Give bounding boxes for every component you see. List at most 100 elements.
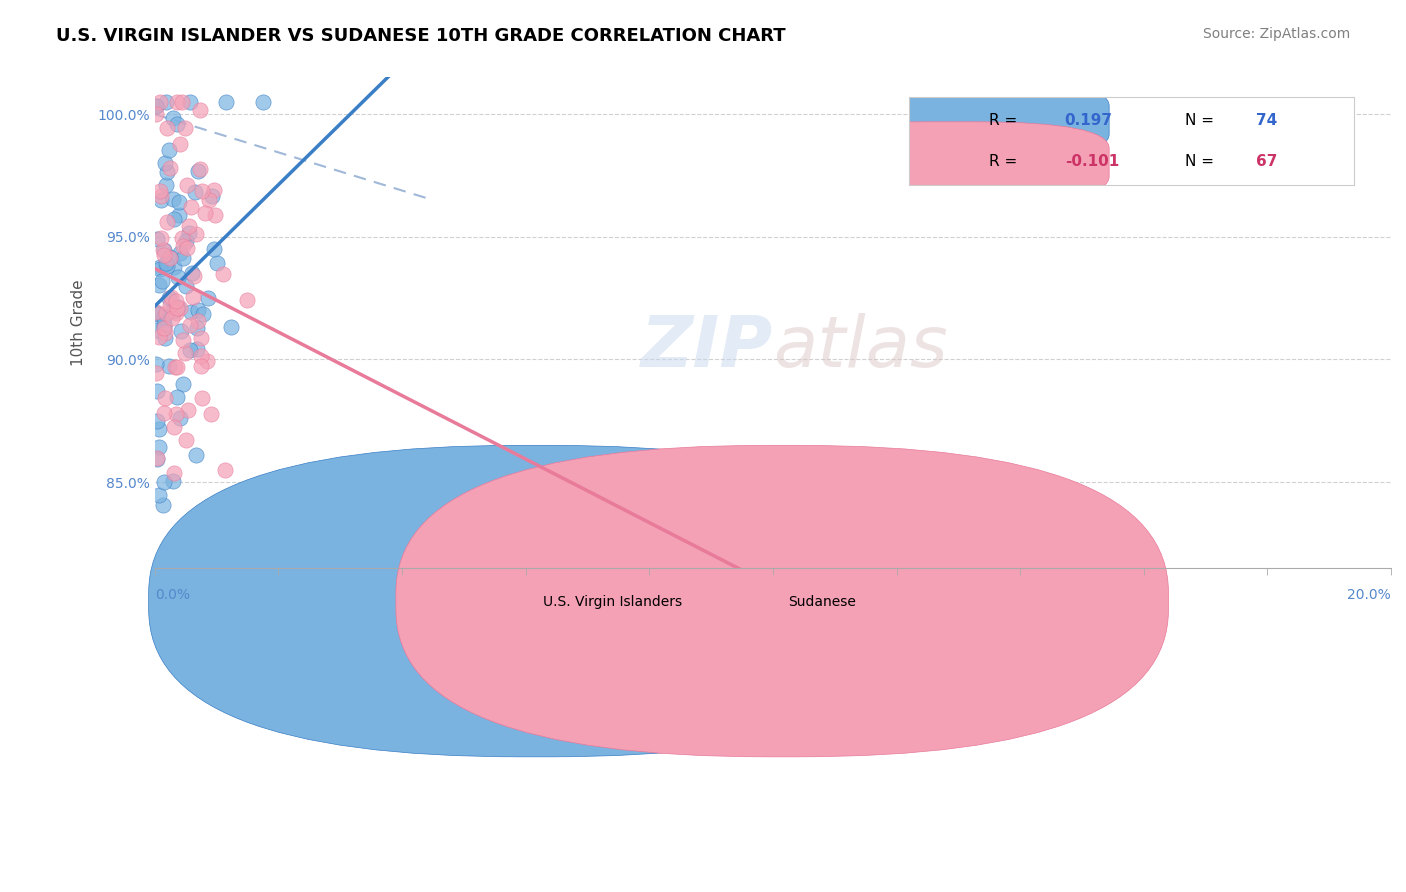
Point — [166, 301, 188, 315]
Point — [176, 279, 198, 293]
Point — [149, 184, 172, 198]
Point — [187, 164, 209, 178]
Point — [159, 298, 181, 312]
Point — [194, 205, 217, 219]
Point — [152, 498, 174, 512]
Point — [162, 112, 184, 126]
FancyBboxPatch shape — [396, 445, 1168, 756]
Point — [252, 95, 274, 109]
Point — [186, 321, 208, 335]
Point — [174, 433, 197, 447]
Point — [145, 357, 167, 371]
Point — [202, 242, 225, 256]
Point — [176, 241, 198, 255]
Text: Sudanese: Sudanese — [789, 595, 856, 609]
Point — [157, 291, 180, 305]
Point — [169, 246, 191, 260]
Point — [190, 359, 212, 373]
Point — [166, 95, 188, 109]
Point — [187, 314, 209, 328]
Point — [198, 194, 221, 208]
Point — [156, 215, 179, 229]
Point — [191, 184, 214, 198]
Point — [173, 120, 195, 135]
Point — [184, 227, 207, 242]
Point — [183, 269, 205, 284]
Point — [155, 178, 177, 193]
Point — [153, 321, 176, 335]
Point — [163, 211, 186, 226]
Point — [212, 268, 235, 282]
Point — [153, 317, 176, 331]
Point — [163, 419, 186, 434]
Point — [153, 331, 176, 345]
Point — [184, 185, 207, 199]
Text: 0.0%: 0.0% — [155, 588, 190, 601]
Point — [170, 324, 193, 338]
Point — [156, 260, 179, 274]
Point — [165, 306, 187, 320]
Point — [159, 161, 181, 175]
Point — [152, 319, 174, 334]
Point — [190, 349, 212, 363]
Point — [146, 452, 169, 467]
Point — [166, 360, 188, 375]
Point — [236, 293, 259, 307]
Point — [167, 300, 190, 314]
Point — [155, 306, 177, 320]
Point — [169, 410, 191, 425]
Point — [153, 310, 176, 325]
Point — [152, 243, 174, 257]
Text: Source: ZipAtlas.com: Source: ZipAtlas.com — [1202, 27, 1350, 41]
Point — [191, 391, 214, 405]
Point — [177, 226, 200, 240]
Point — [172, 377, 194, 392]
Point — [150, 194, 173, 208]
Point — [188, 162, 211, 177]
Text: U.S. VIRGIN ISLANDER VS SUDANESE 10TH GRADE CORRELATION CHART: U.S. VIRGIN ISLANDER VS SUDANESE 10TH GR… — [56, 27, 786, 45]
Point — [153, 406, 176, 420]
Point — [163, 260, 186, 274]
Point — [200, 407, 222, 421]
Point — [145, 99, 167, 113]
Point — [145, 305, 167, 319]
Point — [172, 333, 194, 347]
Point — [145, 323, 167, 337]
Point — [148, 488, 170, 502]
Point — [145, 99, 167, 113]
Point — [174, 235, 197, 249]
Point — [172, 239, 194, 253]
Point — [145, 106, 167, 120]
Point — [163, 304, 186, 318]
Point — [159, 250, 181, 264]
Point — [201, 188, 224, 202]
Point — [145, 306, 167, 320]
Point — [157, 143, 180, 157]
Point — [197, 292, 219, 306]
Point — [172, 252, 194, 266]
Point — [148, 277, 170, 292]
Point — [149, 260, 172, 275]
Point — [167, 208, 190, 222]
Point — [167, 194, 190, 209]
Point — [215, 95, 238, 109]
Point — [155, 256, 177, 270]
Y-axis label: 10th Grade: 10th Grade — [72, 279, 86, 366]
Point — [190, 331, 212, 345]
Point — [162, 192, 184, 206]
Point — [160, 290, 183, 304]
Point — [169, 301, 191, 316]
Point — [159, 251, 181, 265]
Text: 20.0%: 20.0% — [1347, 588, 1391, 601]
Point — [170, 95, 193, 109]
Point — [219, 319, 242, 334]
Text: U.S. Virgin Islanders: U.S. Virgin Islanders — [543, 595, 682, 609]
Point — [166, 390, 188, 404]
Point — [172, 231, 194, 245]
Text: ZIP: ZIP — [641, 313, 773, 382]
Point — [165, 360, 187, 375]
Point — [166, 116, 188, 130]
Point — [160, 310, 183, 325]
Point — [157, 359, 180, 373]
Point — [177, 402, 200, 417]
